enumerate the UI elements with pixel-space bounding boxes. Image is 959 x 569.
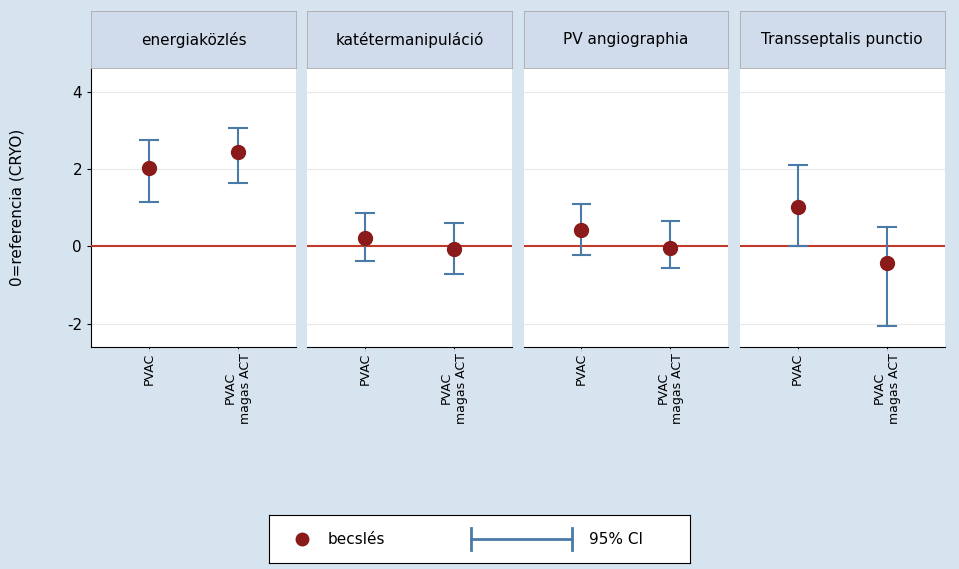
Text: PVAC
magas ACT: PVAC magas ACT xyxy=(224,353,252,424)
Text: 95% CI: 95% CI xyxy=(589,531,643,547)
Text: PVAC
magas ACT: PVAC magas ACT xyxy=(873,353,901,424)
Text: katétermanipuláció: katétermanipuláció xyxy=(336,32,484,48)
Text: PVAC
magas ACT: PVAC magas ACT xyxy=(440,353,468,424)
Text: Transseptalis punctio: Transseptalis punctio xyxy=(761,32,924,47)
Text: PVAC: PVAC xyxy=(791,353,805,385)
Text: becslés: becslés xyxy=(328,531,386,547)
Text: PVAC: PVAC xyxy=(575,353,588,385)
Text: PVAC
magas ACT: PVAC magas ACT xyxy=(657,353,685,424)
Text: PVAC: PVAC xyxy=(359,353,372,385)
Text: energiaközlés: energiaközlés xyxy=(141,32,246,48)
Text: 0=referencia (CRYO): 0=referencia (CRYO) xyxy=(10,129,25,286)
Text: PVAC: PVAC xyxy=(143,353,155,385)
Text: PV angiographia: PV angiographia xyxy=(563,32,689,47)
